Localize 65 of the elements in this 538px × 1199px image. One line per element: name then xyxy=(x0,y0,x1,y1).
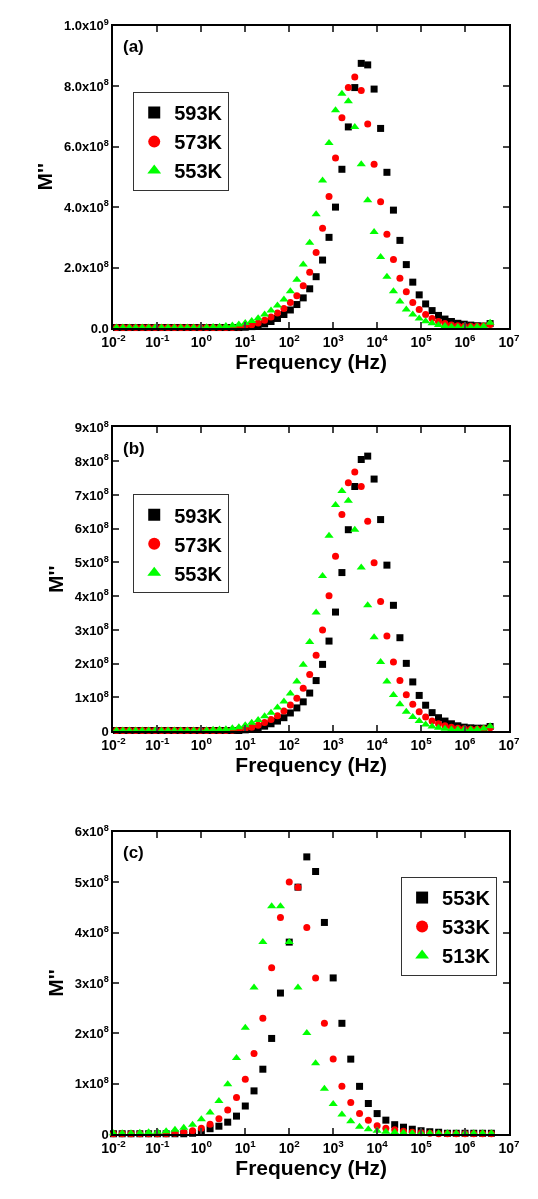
y-tick-label: 1.0x10$^{9}$ xyxy=(64,16,109,34)
annotation: (a) xyxy=(123,37,144,56)
x-tick-label: 10$^{6}$ xyxy=(454,332,477,350)
x-tick-label: 10$^{4}$ xyxy=(366,332,389,350)
y-tick-label: 3x10$^{8}$ xyxy=(74,974,109,991)
y-tick-label: 6x10$^{8}$ xyxy=(74,519,109,537)
legend-label: 573K xyxy=(174,533,223,556)
x-tick-label: 10$^{7}$ xyxy=(498,735,521,753)
y-tick-label: 4.0x10$^{8}$ xyxy=(64,198,109,215)
x-axis-title: Frequency (Hz) xyxy=(235,349,388,373)
x-tick-label: 10$^{5}$ xyxy=(410,735,433,753)
y-axis-title: M'' xyxy=(32,163,56,191)
y-axis-title: M'' xyxy=(43,969,67,997)
y-tick-label: 4x10$^{8}$ xyxy=(74,587,109,604)
legend-label: 573K xyxy=(174,131,223,154)
x-tick-label: 10$^{3}$ xyxy=(322,735,345,753)
y-tick-label: 5x10$^{8}$ xyxy=(74,873,109,890)
x-tick-label: 10$^{2}$ xyxy=(278,332,301,350)
x-tick-label: 10$^{-1}$ xyxy=(145,735,171,753)
x-tick-label: 10$^{7}$ xyxy=(498,1138,521,1157)
legend-label: 553K xyxy=(174,160,223,183)
y-tick-label: 4x10$^{8}$ xyxy=(74,923,109,941)
x-tick-label: 10$^{0}$ xyxy=(190,1138,213,1157)
x-tick-label: 10$^{6}$ xyxy=(454,735,477,753)
legend-label: 553K xyxy=(442,887,491,910)
x-tick-label: 10$^{1}$ xyxy=(234,1138,257,1157)
y-tick-label: 8.0x10$^{8}$ xyxy=(64,77,109,94)
y-tick-label: 6.0x10$^{8}$ xyxy=(64,137,109,155)
legend-label: 513K xyxy=(442,945,491,968)
legend-label: 593K xyxy=(174,504,223,527)
legend-label: 593K xyxy=(174,102,223,125)
y-tick-label: 5x10$^{8}$ xyxy=(74,553,109,570)
x-tick-label: 10$^{2}$ xyxy=(278,735,301,753)
y-tick-label: 8x10$^{8}$ xyxy=(74,452,109,469)
y-tick-label: 7x10$^{8}$ xyxy=(74,486,109,503)
y-tick-label: 6x10$^{8}$ xyxy=(74,822,109,840)
x-tick-label: 10$^{-1}$ xyxy=(145,1138,171,1157)
y-tick-label: 2.0x10$^{8}$ xyxy=(64,258,109,276)
x-tick-label: 10$^{2}$ xyxy=(278,1138,301,1157)
legend-label: 533K xyxy=(442,916,491,939)
y-tick-label: 2x10$^{8}$ xyxy=(74,654,109,672)
y-tick-label: 1x10$^{8}$ xyxy=(74,1074,109,1092)
annotation: (c) xyxy=(123,843,144,862)
x-tick-label: 10$^{-1}$ xyxy=(145,332,171,350)
x-axis-title: Frequency (Hz) xyxy=(235,1156,388,1180)
x-tick-label: 10$^{4}$ xyxy=(366,735,389,753)
annotation: (b) xyxy=(123,439,145,458)
x-tick-label: 10$^{0}$ xyxy=(190,332,213,350)
x-tick-label: 10$^{7}$ xyxy=(498,332,521,350)
y-axis-title: M'' xyxy=(43,565,67,594)
x-tick-label: 10$^{4}$ xyxy=(366,1138,389,1157)
y-tick-label: 3x10$^{8}$ xyxy=(74,621,109,638)
legend-label: 553K xyxy=(174,562,223,585)
x-tick-label: 10$^{5}$ xyxy=(410,332,433,350)
x-tick-label: 10$^{3}$ xyxy=(322,1138,345,1157)
x-axis-title: Frequency (Hz) xyxy=(235,753,388,776)
x-tick-label: 10$^{0}$ xyxy=(190,735,213,753)
y-tick-label: 2x10$^{8}$ xyxy=(74,1024,109,1041)
x-tick-label: 10$^{6}$ xyxy=(454,1138,477,1157)
x-tick-label: 10$^{1}$ xyxy=(234,332,257,350)
x-tick-label: 10$^{3}$ xyxy=(322,332,345,350)
y-tick-label: 1x10$^{8}$ xyxy=(74,688,109,705)
y-tick-label: 9x10$^{8}$ xyxy=(74,418,109,435)
x-tick-label: 10$^{1}$ xyxy=(234,735,257,753)
x-tick-label: 10$^{5}$ xyxy=(410,1138,433,1157)
